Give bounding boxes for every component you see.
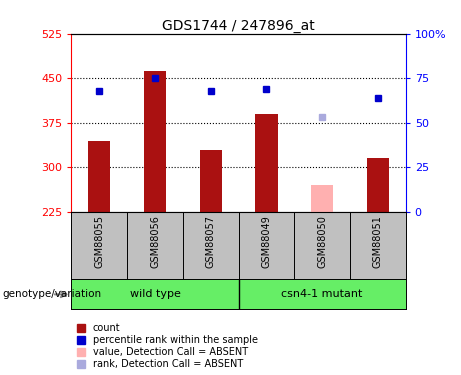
Bar <box>255 114 278 212</box>
Text: GSM88049: GSM88049 <box>261 215 272 268</box>
Bar <box>366 158 389 212</box>
Bar <box>200 150 222 212</box>
Bar <box>311 185 333 212</box>
Text: GSM88050: GSM88050 <box>317 215 327 268</box>
Text: csn4-1 mutant: csn4-1 mutant <box>281 290 363 299</box>
Text: GSM88055: GSM88055 <box>95 215 104 268</box>
Legend: count, percentile rank within the sample, value, Detection Call = ABSENT, rank, : count, percentile rank within the sample… <box>77 322 259 370</box>
Bar <box>144 71 166 212</box>
Text: wild type: wild type <box>130 290 180 299</box>
Text: GSM88051: GSM88051 <box>373 215 383 268</box>
Bar <box>88 141 111 212</box>
Text: genotype/variation: genotype/variation <box>2 290 101 299</box>
Title: GDS1744 / 247896_at: GDS1744 / 247896_at <box>162 19 315 33</box>
Text: GSM88056: GSM88056 <box>150 215 160 268</box>
Text: GSM88057: GSM88057 <box>206 215 216 268</box>
